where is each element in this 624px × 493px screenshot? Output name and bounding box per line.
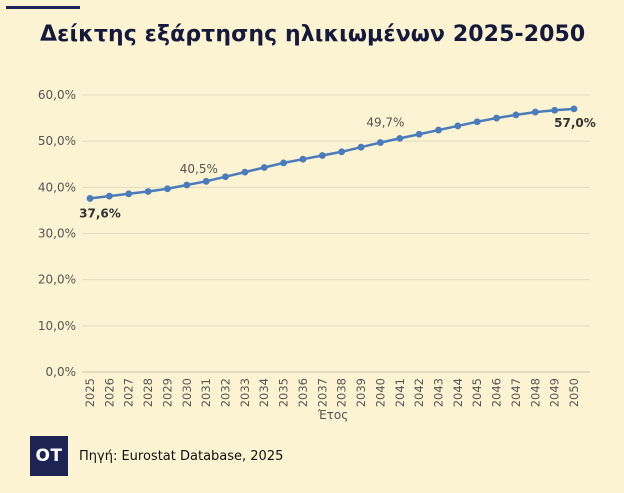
data-point-2026 <box>105 192 113 200</box>
data-point-2043 <box>435 126 442 134</box>
x-tick-label: 2025 <box>83 378 97 407</box>
x-tick-label: 2050 <box>567 378 581 407</box>
x-tick-label: 2032 <box>219 378 233 407</box>
grid-lines <box>82 94 590 373</box>
data-point-2028 <box>144 188 152 195</box>
x-tick-label: 2041 <box>393 378 407 407</box>
data-labels: 37,6% 40,5% 49,7% 57,0% <box>79 116 596 221</box>
data-point-2046 <box>493 114 500 122</box>
data-point-2042 <box>415 130 423 138</box>
y-tick-label: 50,0% <box>38 134 76 148</box>
y-tick-label: 40,0% <box>38 180 76 194</box>
data-point-2045 <box>473 118 481 126</box>
x-tick-label: 2045 <box>470 378 484 407</box>
data-point-2047 <box>512 111 520 119</box>
x-tick-label: 2047 <box>509 378 523 407</box>
y-tick-label: 0,0% <box>46 365 77 379</box>
data-label-2030: 40,5% <box>180 162 218 176</box>
data-point-2029 <box>164 185 171 193</box>
data-point-2040 <box>377 139 384 146</box>
x-tick-label: 2037 <box>315 378 329 407</box>
x-tick-label: 2034 <box>257 378 271 407</box>
y-tick-label: 30,0% <box>38 227 76 241</box>
data-point-2030 <box>183 181 191 189</box>
ot-logo: ΟΤ <box>30 436 68 476</box>
series-line-path <box>88 107 576 200</box>
data-point-2025 <box>86 195 94 202</box>
data-point-2039 <box>357 143 365 151</box>
y-axis-tick-labels: 0,0% 10,0% 20,0% 30,0% 40,0% 50,0% 60,0% <box>38 88 76 379</box>
y-tick-label: 60,0% <box>38 88 76 102</box>
x-tick-label: 2030 <box>180 378 194 407</box>
data-point-2044 <box>454 122 462 130</box>
x-tick-label: 2040 <box>373 378 387 407</box>
data-point-2036 <box>299 155 307 163</box>
x-tick-label: 2027 <box>122 378 136 407</box>
x-tick-label: 2033 <box>238 378 252 407</box>
data-point-2031 <box>202 177 210 185</box>
data-point-2050 <box>570 105 578 113</box>
x-tick-label: 2049 <box>548 378 562 407</box>
data-point-2035 <box>280 159 287 167</box>
data-point-2049 <box>551 106 559 114</box>
data-point-2037 <box>318 152 326 159</box>
x-axis-tick-labels: 2025 2026 2027 2028 2029 2030 2031 2032 2033 2034… <box>83 378 581 407</box>
y-tick-label: 20,0% <box>38 273 76 287</box>
x-tick-label: 2035 <box>277 378 291 407</box>
chart-title: Δείκτης εξάρτησης ηλικιωμένων 2025-2050 <box>40 22 586 47</box>
x-tick-label: 2028 <box>141 378 155 407</box>
data-point-2027 <box>125 190 133 198</box>
data-label-2050: 57,0% <box>554 116 596 130</box>
line-chart: 0,0%10,0%20,0%30,0%40,0%50,0%60,0% 2025 2… <box>38 88 596 422</box>
x-tick-label: 2038 <box>335 378 349 407</box>
top-accent-rule <box>6 6 80 9</box>
x-tick-label: 2039 <box>354 378 368 407</box>
x-tick-label: 2036 <box>296 378 310 407</box>
data-point-2038 <box>338 148 346 156</box>
x-axis-label: Έτος <box>317 408 349 422</box>
y-tick-label: 10,0% <box>38 319 76 333</box>
data-point-2032 <box>222 173 229 181</box>
x-tick-label: 2043 <box>431 378 445 407</box>
data-point-2034 <box>260 164 268 171</box>
data-point-2048 <box>531 108 539 116</box>
data-label-2040: 49,7% <box>366 116 404 130</box>
data-point-2041 <box>396 134 404 142</box>
x-tick-label: 2042 <box>412 378 426 407</box>
source-note: Πηγή: Eurostat Database, 2025 <box>79 449 284 464</box>
data-label-2025: 37,6% <box>79 206 121 220</box>
x-tick-label: 2026 <box>102 378 116 407</box>
x-tick-label: 2044 <box>451 378 465 407</box>
x-tick-label: 2048 <box>528 378 542 407</box>
series-line <box>88 107 576 200</box>
x-tick-label: 2029 <box>160 378 174 407</box>
x-tick-label: 2031 <box>199 378 213 407</box>
x-tick-label: 2046 <box>490 378 504 407</box>
series-points <box>86 105 578 202</box>
data-point-2033 <box>241 168 249 176</box>
